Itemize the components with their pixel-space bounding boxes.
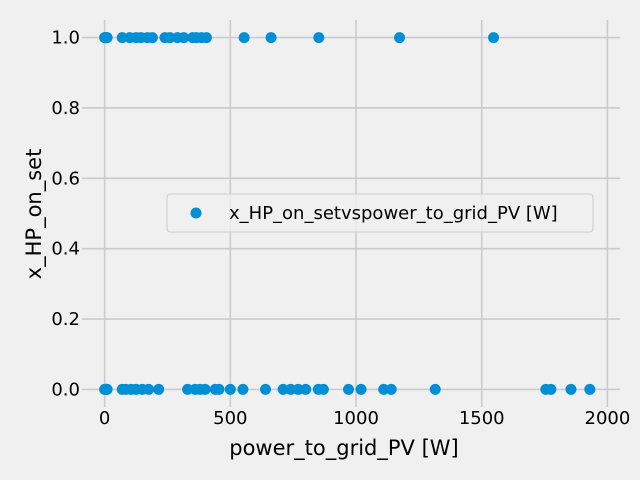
y-tick-label: 1.0 bbox=[51, 28, 80, 49]
y-tick-label: 0.0 bbox=[51, 379, 80, 400]
data-point bbox=[584, 383, 596, 395]
data-point bbox=[101, 383, 113, 395]
data-point bbox=[565, 383, 577, 395]
data-point bbox=[200, 32, 212, 44]
data-point bbox=[545, 383, 557, 395]
data-point bbox=[164, 32, 176, 44]
legend-label: x_HP_on_setvspower_to_grid_PV [W] bbox=[229, 203, 558, 224]
data-point bbox=[300, 383, 312, 395]
data-point bbox=[116, 32, 128, 44]
y-tick-label: 0.8 bbox=[51, 98, 80, 119]
legend: x_HP_on_setvspower_to_grid_PV [W] bbox=[166, 193, 594, 233]
x-tick-label: 1500 bbox=[459, 408, 505, 429]
data-point bbox=[285, 383, 297, 395]
data-point bbox=[292, 383, 304, 395]
data-point bbox=[488, 32, 500, 44]
data-point bbox=[317, 383, 329, 395]
x-tick-label: 2000 bbox=[585, 408, 631, 429]
x-tick-labels: 0 500 1000 1500 2000 bbox=[99, 408, 630, 429]
x-tick-label: 0 bbox=[99, 408, 110, 429]
data-point bbox=[342, 383, 354, 395]
data-point bbox=[265, 32, 277, 44]
data-point bbox=[385, 383, 397, 395]
y-tick-label: 0.2 bbox=[51, 309, 80, 330]
y-tick-labels: 0.0 0.2 0.4 0.6 0.8 1.0 bbox=[51, 28, 80, 401]
y-axis-label: x_HP_on_set bbox=[22, 149, 47, 280]
data-point bbox=[213, 383, 225, 395]
data-point bbox=[101, 32, 113, 44]
data-point bbox=[313, 32, 325, 44]
legend-box bbox=[166, 193, 594, 233]
y-tick-label: 0.4 bbox=[51, 239, 80, 260]
data-point bbox=[378, 383, 390, 395]
x-axis-label: power_to_grid_PV [W] bbox=[229, 436, 458, 461]
data-point bbox=[178, 32, 190, 44]
x-tick-label: 1000 bbox=[333, 408, 379, 429]
data-point bbox=[238, 32, 250, 44]
data-point bbox=[429, 383, 441, 395]
data-point bbox=[182, 383, 194, 395]
y-tick-label: 0.6 bbox=[51, 168, 80, 189]
data-point bbox=[260, 383, 272, 395]
data-point bbox=[394, 32, 406, 44]
data-point bbox=[277, 383, 289, 395]
data-point bbox=[146, 32, 158, 44]
data-points bbox=[99, 32, 596, 395]
data-point bbox=[199, 383, 211, 395]
data-point bbox=[355, 383, 367, 395]
x-tick-label: 500 bbox=[213, 408, 247, 429]
data-point bbox=[237, 383, 249, 395]
data-point bbox=[153, 383, 165, 395]
legend-marker bbox=[190, 207, 202, 219]
data-point bbox=[143, 383, 155, 395]
data-point bbox=[224, 383, 236, 395]
